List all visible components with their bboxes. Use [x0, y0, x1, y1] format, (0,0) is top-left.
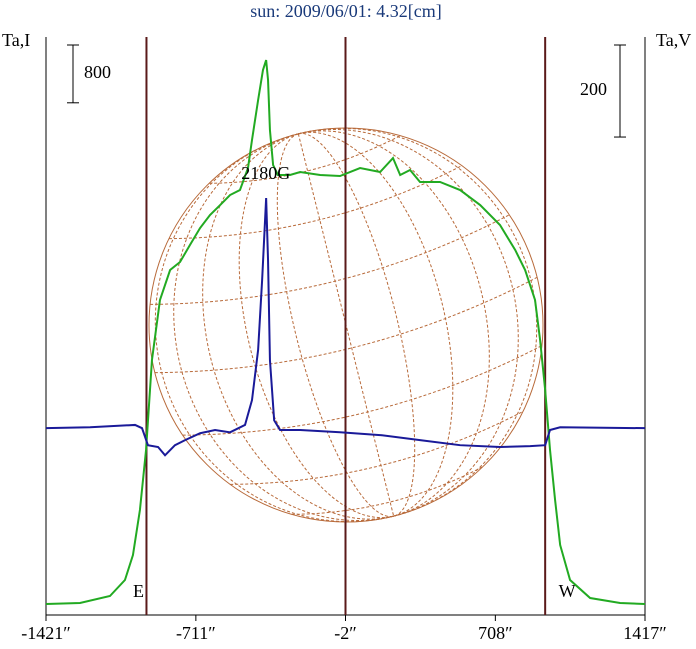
series-line [45, 198, 646, 457]
x-tick-label: -711″ [176, 623, 216, 643]
meridian [173, 133, 394, 521]
x-tick-label: 1417″ [623, 623, 667, 643]
meridian [238, 133, 394, 519]
annotation: 2180G [241, 163, 290, 183]
meridian [202, 133, 394, 520]
meridian [298, 131, 454, 517]
meridian [298, 127, 538, 517]
meridian [298, 130, 490, 517]
marker-label: W [559, 581, 576, 601]
chart-title: sun: 2009/06/01: 4.32[cm] [250, 1, 442, 21]
scale-bar-label: 800 [84, 62, 111, 82]
x-tick-label: -2″ [334, 623, 357, 643]
series-line [45, 59, 646, 606]
x-tick-label: -1421″ [21, 623, 71, 643]
meridian [154, 133, 394, 523]
scale-bar-label: 200 [580, 79, 607, 99]
parallel [168, 165, 463, 240]
y2-axis-label: Ta,V [656, 30, 691, 50]
marker-label: E [133, 581, 144, 601]
parallel [230, 410, 524, 485]
meridian [276, 133, 394, 518]
y-axis-label: Ta,I [2, 30, 30, 50]
x-tick-label: 708″ [478, 623, 513, 643]
parallel [154, 276, 538, 374]
meridian [298, 132, 416, 517]
parallel [182, 345, 543, 436]
parallel [150, 214, 510, 305]
meridian [298, 129, 519, 517]
